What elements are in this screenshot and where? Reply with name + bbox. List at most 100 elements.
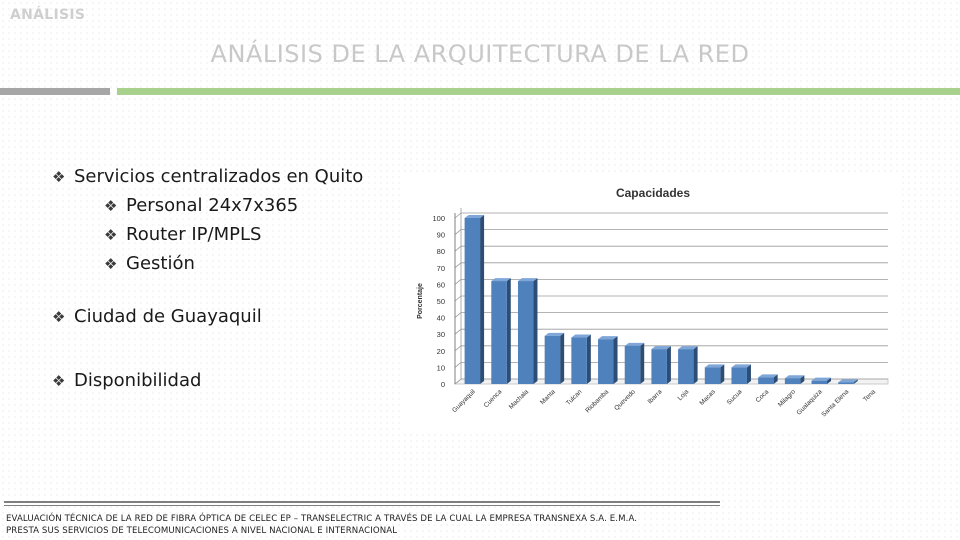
gridline-depth (454, 312, 462, 318)
x-tick-label: Cuenca (483, 388, 504, 409)
gridline-depth (454, 229, 462, 235)
bar-top (784, 375, 805, 379)
x-tick-label: Sucua (726, 388, 744, 406)
bar-side (853, 379, 858, 384)
bullet-item: ❖ Gestión (104, 253, 195, 274)
bullet-text: Gestión (126, 253, 195, 274)
diamond-bullet-icon: ❖ (104, 255, 118, 273)
bullet-text: Ciudad de Guayaquil (74, 306, 262, 327)
y-tick-label: 40 (437, 314, 445, 323)
capacity-chart: Capacidades 0 10 20 30 40 50 60 70 80 90 100 Porcent… (400, 172, 898, 430)
y-tick-label: 60 (437, 280, 445, 289)
chart-title: Capacidades (616, 186, 690, 200)
y-tick-label: 10 (437, 363, 445, 372)
gridline-depth (454, 245, 462, 252)
bar-side (746, 364, 751, 384)
bullet-text: Router IP/MPLS (126, 224, 262, 245)
bar-side (533, 278, 538, 384)
bar (624, 345, 641, 384)
x-tick-label: Gualaquiza (795, 388, 823, 416)
gridline-depth (454, 362, 462, 368)
x-tick-label: Tena (862, 388, 877, 403)
footer-text: EVALUACIÓN TÉCNICA DE LA RED DE FIBRA ÓP… (6, 513, 637, 537)
bar (651, 349, 667, 384)
y-tick-label: 50 (437, 297, 445, 306)
bar-side (666, 346, 671, 384)
y-tick-label: 80 (437, 247, 445, 256)
diamond-bullet-icon: ❖ (104, 197, 118, 215)
bar-top (731, 364, 751, 368)
bullet-text: Disponibilidad (74, 370, 202, 391)
bar (811, 380, 828, 384)
bar-side (506, 278, 511, 384)
footer-rule (4, 501, 720, 503)
gridline-depth (454, 262, 462, 269)
bar-top (464, 215, 485, 218)
capacity-bar-chart: Capacidades 0 10 20 30 40 50 60 70 80 90 100 Porcent… (417, 186, 889, 418)
bar-top (624, 342, 645, 346)
bar (678, 349, 694, 384)
footer-rule-thin (4, 505, 720, 506)
gridline-depth (454, 345, 462, 352)
section-tag: ANÁLISIS (10, 7, 86, 23)
bar-side (560, 332, 565, 384)
title-rule-gray (0, 88, 110, 95)
bar-side (827, 377, 832, 384)
y-axis-label: Porcentaje (417, 283, 424, 319)
bullet-item: ❖ Disponibilidad (52, 370, 201, 391)
bar-top (544, 332, 565, 336)
x-tick-label: Ibarra (647, 388, 664, 405)
footer-line-2: PRESTA SUS SERVICIOS DE TELECOMUNICACION… (6, 526, 398, 536)
bar (544, 335, 561, 384)
bar-top (678, 346, 698, 350)
x-tick-label: Tulcan (565, 388, 584, 407)
bar-top (758, 374, 778, 378)
y-tick-label: 90 (437, 231, 445, 240)
bar (838, 382, 854, 384)
slide-title: ANÁLISIS DE LA ARQUITECTURA DE LA RED (210, 40, 750, 68)
bar-side (720, 364, 725, 384)
bar-side (613, 336, 618, 384)
y-tick-label: 30 (437, 330, 445, 339)
bullet-item: ❖ Servicios centralizados en Quito (52, 166, 363, 187)
x-tick-label: Loja (677, 388, 691, 402)
bar-side (773, 374, 778, 384)
y-tick-label: 100 (432, 214, 445, 223)
bar-side (480, 215, 485, 384)
x-tick-label: Macas (698, 388, 717, 407)
x-tick-label: Coca (755, 388, 771, 404)
bar-side (586, 334, 591, 384)
x-tick-label: Machala (508, 388, 531, 411)
bar (571, 337, 587, 384)
bar (598, 339, 614, 384)
bar (731, 367, 747, 384)
bullet-text: Servicios centralizados en Quito (74, 166, 364, 187)
diamond-bullet-icon: ❖ (104, 226, 118, 244)
diamond-bullet-icon: ❖ (52, 168, 66, 186)
bar-top (571, 334, 591, 338)
gridline-depth (454, 378, 462, 385)
gridline-depth (454, 212, 462, 219)
bar-side (800, 375, 805, 384)
y-tick-label: 20 (437, 347, 445, 356)
bar-top (491, 278, 511, 282)
diamond-bullet-icon: ❖ (52, 372, 66, 390)
bar (784, 378, 801, 384)
x-tick-label: Quevedo (613, 388, 637, 412)
bar-top (838, 379, 858, 383)
y-tick-label: 70 (437, 264, 445, 273)
title-rule-green (117, 88, 960, 95)
bar (491, 281, 507, 384)
y-tick-label: 0 (441, 380, 445, 389)
bar-top (517, 278, 538, 282)
bullet-text: Personal 24x7x365 (126, 195, 299, 216)
diamond-bullet-icon: ❖ (52, 308, 66, 326)
footer-line-1: EVALUACIÓN TÉCNICA DE LA RED DE FIBRA ÓP… (6, 514, 638, 524)
bar-top (704, 364, 725, 368)
bar-side (693, 346, 698, 384)
bar (517, 281, 534, 384)
gridline-depth (454, 295, 462, 302)
bar-top (598, 336, 618, 340)
gridline-depth (454, 328, 462, 335)
bar (704, 367, 721, 384)
